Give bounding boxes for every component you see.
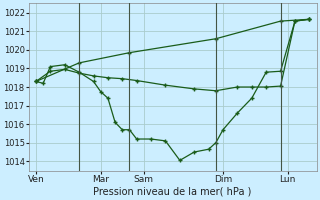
X-axis label: Pression niveau de la mer( hPa ): Pression niveau de la mer( hPa ) bbox=[93, 187, 252, 197]
